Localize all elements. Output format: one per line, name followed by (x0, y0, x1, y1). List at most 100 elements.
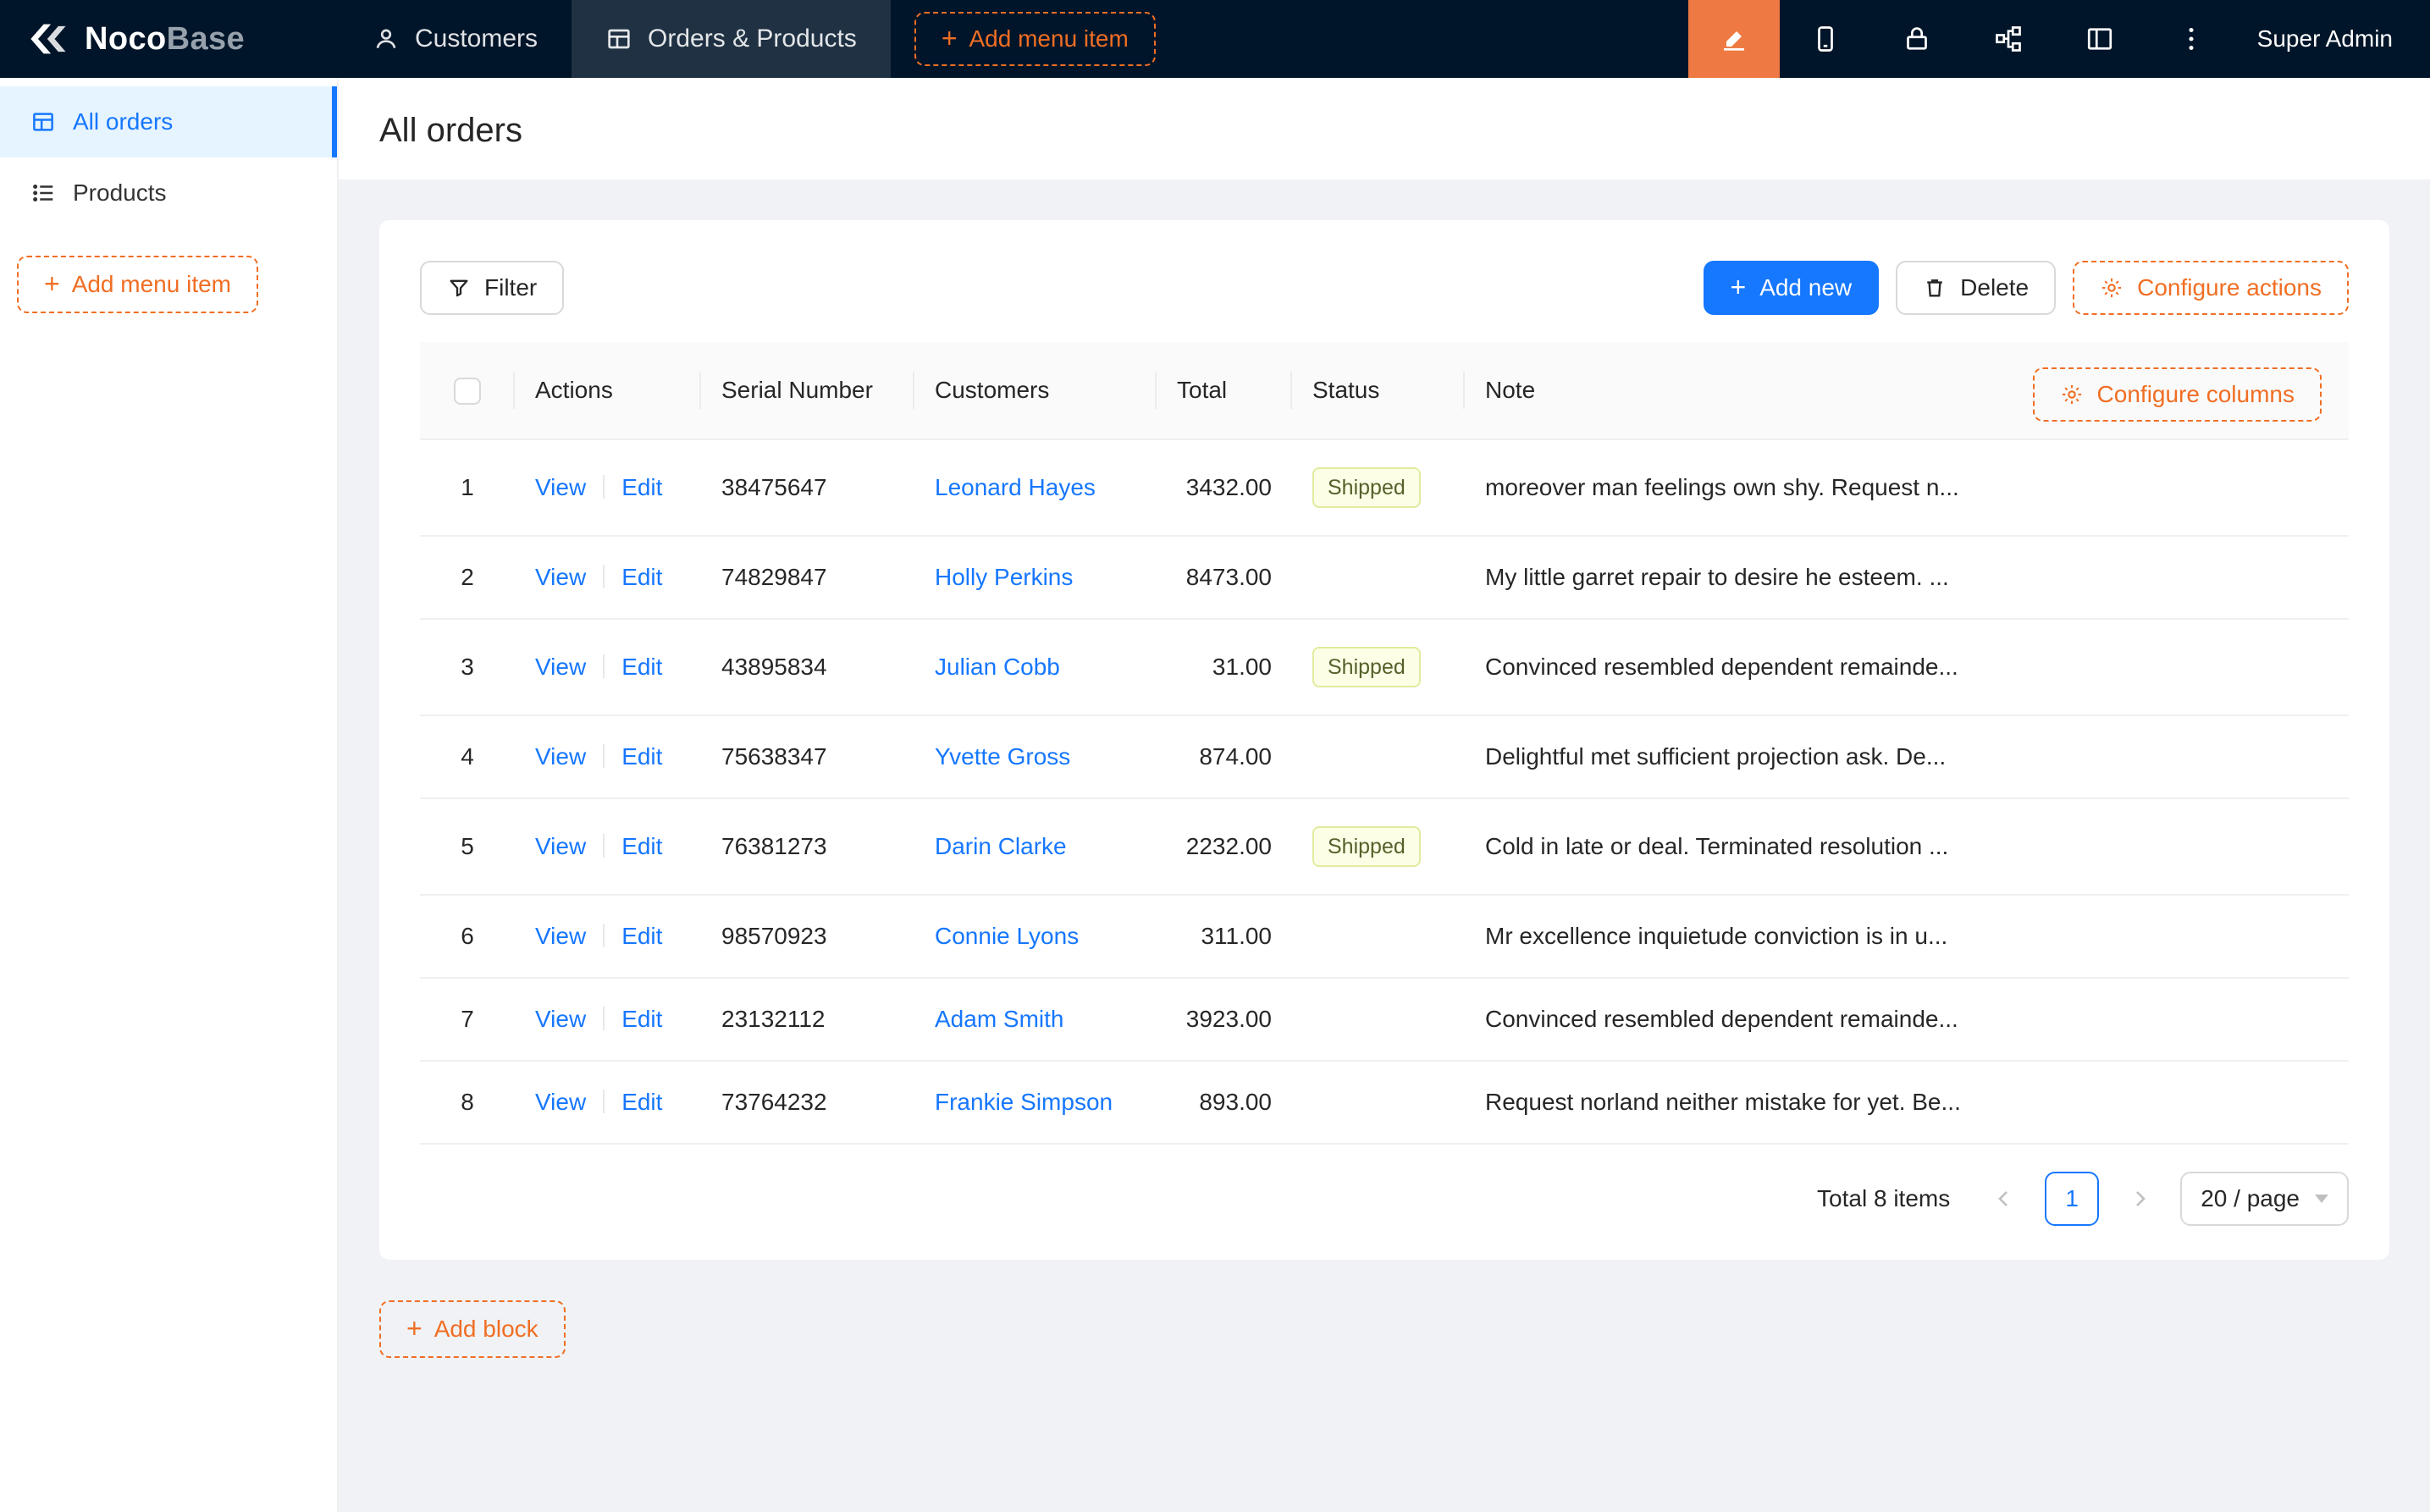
pagination-prev-button[interactable] (1977, 1172, 2031, 1226)
status-tag: Shipped (1312, 647, 1421, 687)
add-menu-item-header-button[interactable]: + Add menu item (914, 12, 1156, 66)
gear-icon (2060, 383, 2084, 406)
add-menu-item-sidebar-button[interactable]: + Add menu item (17, 256, 258, 313)
customer-link[interactable]: Yvette Gross (935, 743, 1070, 770)
serial-number-cell: 76381273 (701, 798, 914, 895)
edit-link[interactable]: Edit (621, 564, 662, 590)
plus-icon: + (942, 25, 958, 52)
pagination: Total 8 items 1 20 / page (420, 1172, 2349, 1226)
view-link[interactable]: View (535, 564, 586, 590)
edit-link[interactable]: Edit (621, 923, 662, 949)
note-cell: Request norland neither mistake for yet.… (1465, 1061, 2349, 1144)
user-menu[interactable]: Super Admin (2237, 0, 2430, 78)
sidebar-item-label: All orders (73, 108, 173, 135)
add-block-button[interactable]: + Add block (379, 1300, 566, 1358)
list-icon (30, 180, 56, 206)
total-cell: 3432.00 (1157, 439, 1292, 536)
mobile-preview-button[interactable] (1780, 0, 1871, 78)
customer-link[interactable]: Connie Lyons (935, 923, 1079, 949)
tab-label: Customers (415, 25, 538, 53)
configure-columns-button[interactable]: Configure columns (2033, 367, 2322, 422)
tab-customers[interactable]: Customers (339, 0, 572, 78)
layout-button[interactable] (2054, 0, 2146, 78)
filter-icon (447, 276, 471, 300)
row-index: 8 (461, 1089, 474, 1115)
view-link[interactable]: View (535, 654, 586, 680)
page-title: All orders (379, 107, 2389, 154)
filter-button[interactable]: Filter (420, 261, 564, 315)
table-row[interactable]: 2 ViewEdit 74829847 Holly Perkins 8473.0… (420, 536, 2349, 619)
add-menu-item-label: Add menu item (72, 271, 231, 298)
edit-link[interactable]: Edit (621, 654, 662, 680)
table-row[interactable]: 3 ViewEdit 43895834 Julian Cobb 31.00 Sh… (420, 619, 2349, 715)
note-cell: Convinced resembled dependent remainde..… (1465, 978, 2349, 1061)
customer-link[interactable]: Frankie Simpson (935, 1089, 1113, 1115)
mobile-icon (1810, 24, 1841, 54)
view-link[interactable]: View (535, 743, 586, 770)
view-link[interactable]: View (535, 1089, 586, 1115)
table-row[interactable]: 8 View Edit 73764232 Frankie Simpson 893.… (420, 1061, 2349, 1144)
highlighter-icon (1719, 24, 1749, 54)
plugin-manager-button[interactable] (1963, 0, 2054, 78)
select-all-checkbox[interactable] (454, 378, 481, 405)
tab-label: Orders & Products (648, 25, 857, 53)
edit-link[interactable]: Edit (621, 1006, 662, 1032)
view-link[interactable]: View (535, 833, 586, 859)
customer-link[interactable]: Darin Clarke (935, 833, 1067, 859)
pagination-page-1[interactable]: 1 (2045, 1172, 2099, 1226)
row-index: 7 (461, 1006, 474, 1032)
logo-text: NocoBase (85, 21, 245, 58)
total-cell: 893.00 (1157, 1061, 1292, 1144)
note-cell: Convinced resembled dependent remainde..… (1465, 619, 2349, 715)
add-new-button[interactable]: + Add new (1704, 261, 1880, 315)
main-content: All orders Filter + (339, 78, 2430, 1512)
page-header: All orders (339, 78, 2430, 179)
plus-icon: + (44, 270, 60, 297)
table-icon (605, 25, 632, 52)
table-row[interactable]: 4 ViewEdit 75638347 Yvette Gross 874.00 … (420, 715, 2349, 798)
table-row[interactable]: 6 ViewEdit 98570923 Connie Lyons 311.00 … (420, 895, 2349, 978)
add-block-label: Add block (434, 1316, 538, 1343)
total-cell: 8473.00 (1157, 536, 1292, 619)
edit-link[interactable]: Edit (621, 1089, 662, 1115)
view-link[interactable]: View (535, 923, 586, 949)
column-header-customers: Customers (914, 342, 1157, 439)
total-cell: 311.00 (1157, 895, 1292, 978)
serial-number-cell: 38475647 (701, 439, 914, 536)
view-link[interactable]: View (535, 1006, 586, 1032)
more-button[interactable] (2146, 0, 2237, 78)
edit-link[interactable]: Edit (621, 743, 662, 770)
ui-editor-button[interactable] (1688, 0, 1780, 78)
customer-link[interactable]: Holly Perkins (935, 564, 1073, 590)
divider (603, 744, 605, 768)
more-vertical-icon (2176, 24, 2206, 54)
view-link[interactable]: View (535, 474, 586, 500)
column-header-total: Total (1157, 342, 1292, 439)
card-toolbar: Filter + Add new Delete (420, 261, 2349, 315)
table-row[interactable]: 5 ViewEdit 76381273 Darin Clarke 2232.00… (420, 798, 2349, 895)
customer-link[interactable]: Leonard Hayes (935, 474, 1096, 500)
edit-link[interactable]: Edit (621, 833, 662, 859)
table-row[interactable]: 1 ViewEdit 38475647 Leonard Hayes 3432.0… (420, 439, 2349, 536)
customer-link[interactable]: Adam Smith (935, 1006, 1064, 1032)
table-wrap: Configure columns Actions Serial Number (420, 342, 2349, 1145)
plus-icon: + (406, 1315, 422, 1342)
orders-table: Actions Serial Number Customers Total St… (420, 342, 2349, 1145)
tab-orders-products[interactable]: Orders & Products (572, 0, 891, 78)
delete-button[interactable]: Delete (1896, 261, 2056, 315)
edit-link[interactable]: Edit (621, 474, 662, 500)
serial-number-cell: 73764232 (701, 1061, 914, 1144)
customer-link[interactable]: Julian Cobb (935, 654, 1060, 680)
note-cell: My little garret repair to desire he est… (1465, 536, 2349, 619)
total-cell: 3923.00 (1157, 978, 1292, 1061)
sidebar-item-products[interactable]: Products (0, 157, 337, 229)
sidebar-item-all-orders[interactable]: All orders (0, 86, 337, 157)
plus-icon: + (1731, 273, 1747, 301)
serial-number-cell: 43895834 (701, 619, 914, 715)
configure-actions-label: Configure actions (2137, 274, 2322, 301)
configure-actions-button[interactable]: Configure actions (2073, 261, 2349, 315)
pagination-next-button[interactable] (2112, 1172, 2167, 1226)
table-row[interactable]: 7 ViewEdit 23132112 Adam Smith 3923.00 C… (420, 978, 2349, 1061)
page-size-select[interactable]: 20 / page (2180, 1172, 2349, 1226)
lock-button[interactable] (1871, 0, 1963, 78)
